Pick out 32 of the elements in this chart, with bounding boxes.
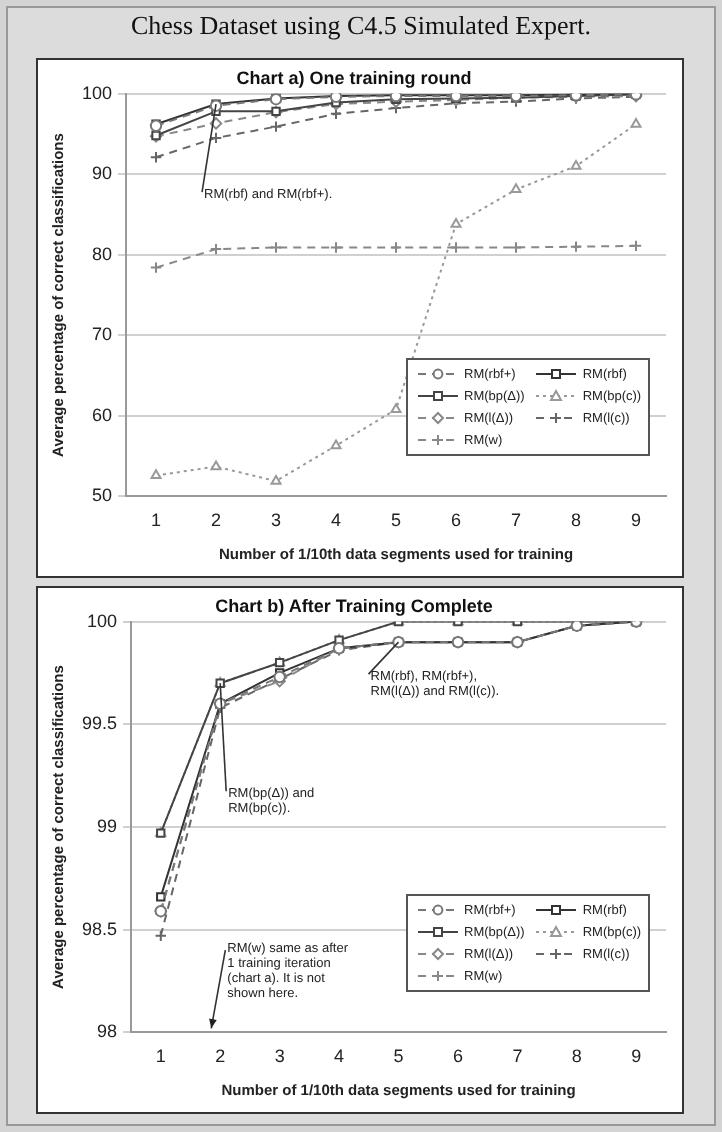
x-tick-label: 2 (215, 1046, 226, 1067)
y-tick-label: 60 (92, 404, 113, 425)
y-tick-label: 80 (92, 243, 113, 264)
x-tick-label: 5 (393, 1046, 404, 1067)
y-tick-label: 100 (86, 610, 118, 631)
chart-title: Chess Dataset using C4.5 Simulated Expert. (128, 10, 593, 42)
x-tick-label: 1 (155, 1046, 166, 1067)
x-tick-label: 2 (211, 510, 222, 531)
y-tick-label: 70 (92, 324, 113, 345)
x-tick-label: 4 (331, 510, 342, 531)
x-tick-label: 6 (451, 510, 462, 531)
x-tick-label: 3 (274, 1046, 285, 1067)
x-tick-label: 8 (571, 1046, 582, 1067)
y-tick-label: 99.5 (81, 713, 118, 734)
x-tick-label: 7 (512, 1046, 523, 1067)
x-tick-label: 7 (510, 510, 522, 531)
x-tick-label: 1 (151, 510, 162, 531)
y-tick-label: 100 (81, 82, 113, 103)
y-tick-label: 98.5 (81, 918, 118, 939)
y-tick-label: 98 (97, 1021, 118, 1042)
y-tick-label: 99 (97, 815, 118, 836)
x-tick-label: 5 (391, 510, 402, 531)
x-tick-label: 4 (334, 1046, 345, 1067)
y-tick-label: 90 (92, 163, 113, 184)
chart-subtitle: Chart a) One training round (236, 67, 472, 88)
chart-subtitle: Chart b) After Training Complete (215, 595, 493, 616)
x-tick-label: 6 (452, 1046, 463, 1067)
x-tick-label: 8 (570, 510, 582, 531)
x-tick-label: 9 (631, 1046, 642, 1067)
x-tick-label: 9 (630, 510, 642, 531)
y-tick-label: 50 (92, 485, 113, 506)
x-tick-label: 3 (271, 510, 282, 531)
